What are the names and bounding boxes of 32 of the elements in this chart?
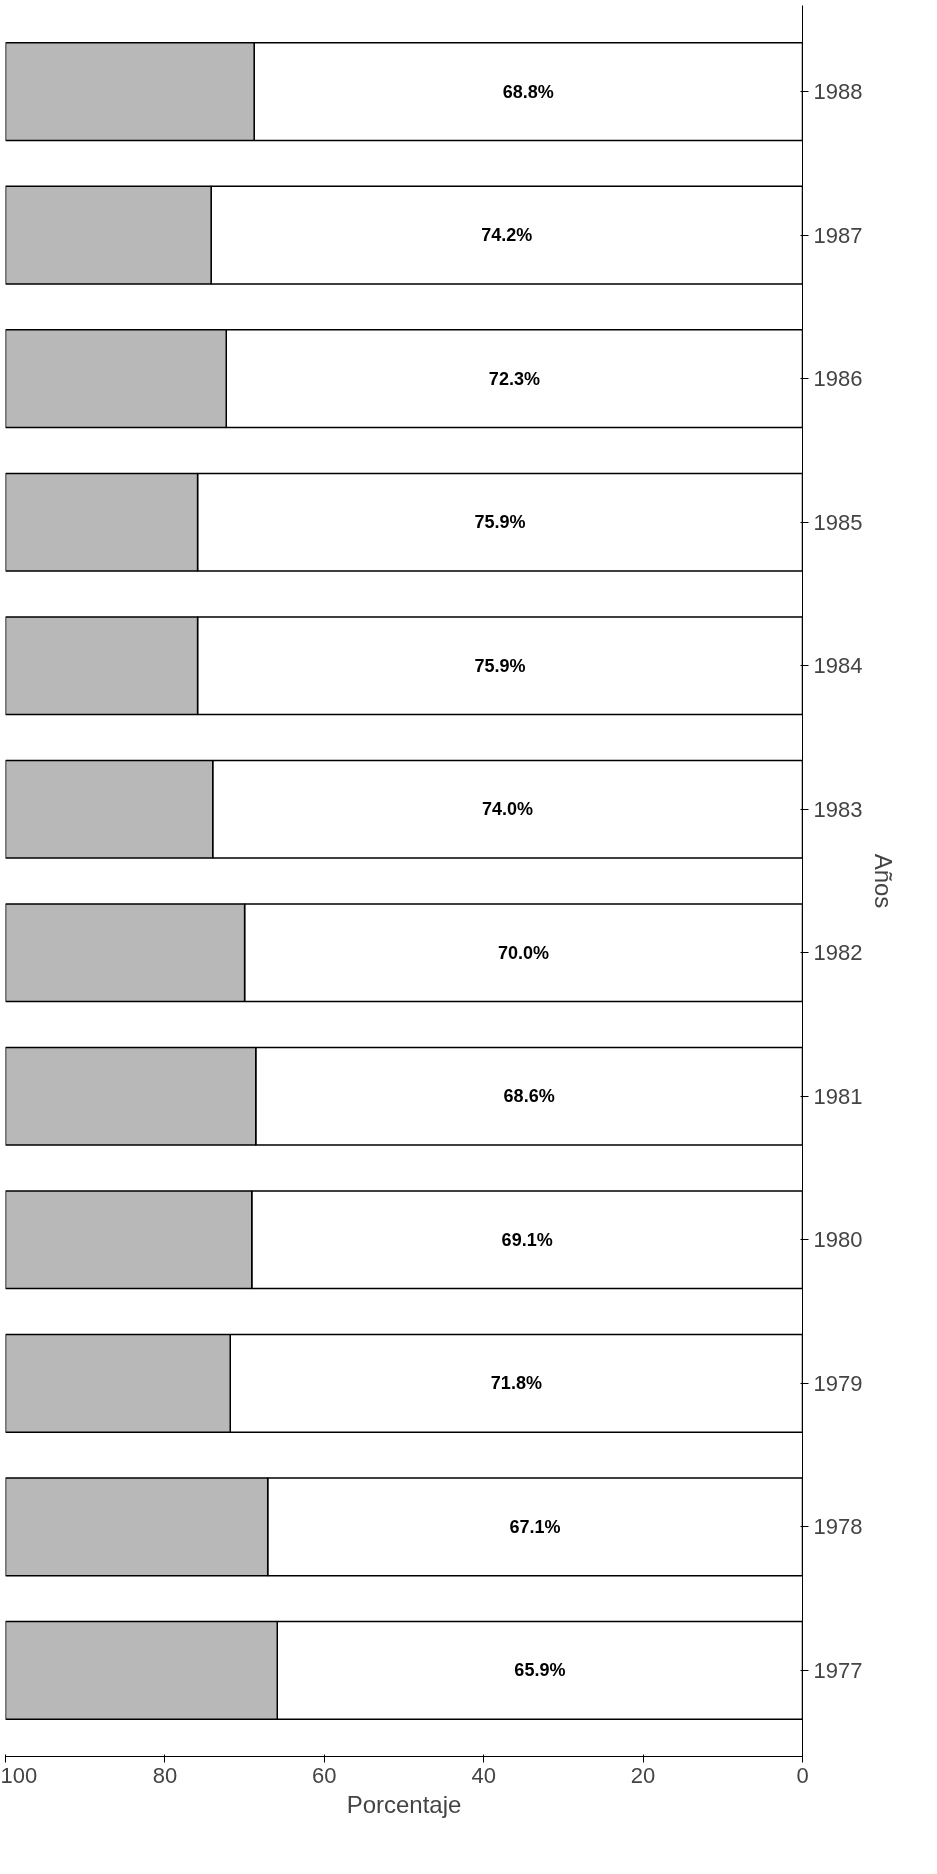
data-label: 71.8% [490,1373,542,1394]
y-tick-label: 1987 [813,222,863,248]
y-tick-label: 1978 [813,1514,863,1540]
y-tick-label: 1983 [813,796,863,822]
x-tick-label: 80 [152,1762,178,1788]
x-tick-label: 20 [630,1762,656,1788]
data-label: 69.1% [501,1229,553,1250]
data-label: 74.2% [481,225,533,246]
y-tick-label: 1979 [813,1370,863,1396]
y-tick-label: 1980 [813,1227,863,1253]
y-tick-label: 1982 [813,940,863,966]
data-label: 72.3% [488,368,540,389]
y-tick-label: 1981 [813,1083,863,1109]
data-label: 65.9% [514,1660,566,1681]
data-label: 68.6% [503,1086,555,1107]
y-tick-label: 1984 [813,653,863,679]
y-tick-label: 1986 [813,366,863,392]
y-axis-title: Años [870,853,898,909]
y-tick-label: 1977 [813,1657,863,1683]
x-tick-label: 60 [312,1762,337,1788]
y-tick-label: 1988 [813,79,863,105]
x-tick-label: 40 [471,1762,496,1788]
x-tick-label: 100 [0,1762,38,1788]
x-tick-label: 0 [796,1762,809,1788]
x-axis-title: Porcentaje [346,1790,462,1818]
data-label: 74.0% [482,799,534,820]
data-label: 70.0% [498,942,550,963]
data-label: 67.1% [509,1516,561,1537]
data-label: 75.9% [474,655,526,676]
data-label: 68.8% [502,81,554,102]
data-label: 75.9% [474,512,526,533]
y-tick-label: 1985 [813,509,863,535]
